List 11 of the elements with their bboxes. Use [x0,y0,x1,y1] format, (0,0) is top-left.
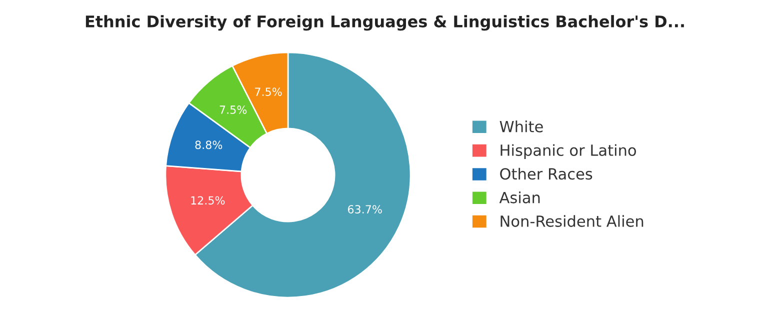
legend-label: Other Races [500,168,592,180]
data-label: 12.5% [191,196,225,205]
legend-label: Non-Resident Alien [500,215,644,227]
data-label: 7.5% [220,106,247,114]
data-label: 63.7% [348,205,382,214]
data-label: 7.5% [255,88,282,96]
legend-label: Asian [499,191,540,204]
chart-title: Ethnic Diversity of Foreign Languages & Linguistics Bachelor's D... [86,15,684,31]
legend-label: Hispanic or Latino [500,144,636,159]
legend-label: White [500,120,543,132]
data-label: 8.8% [195,140,222,150]
